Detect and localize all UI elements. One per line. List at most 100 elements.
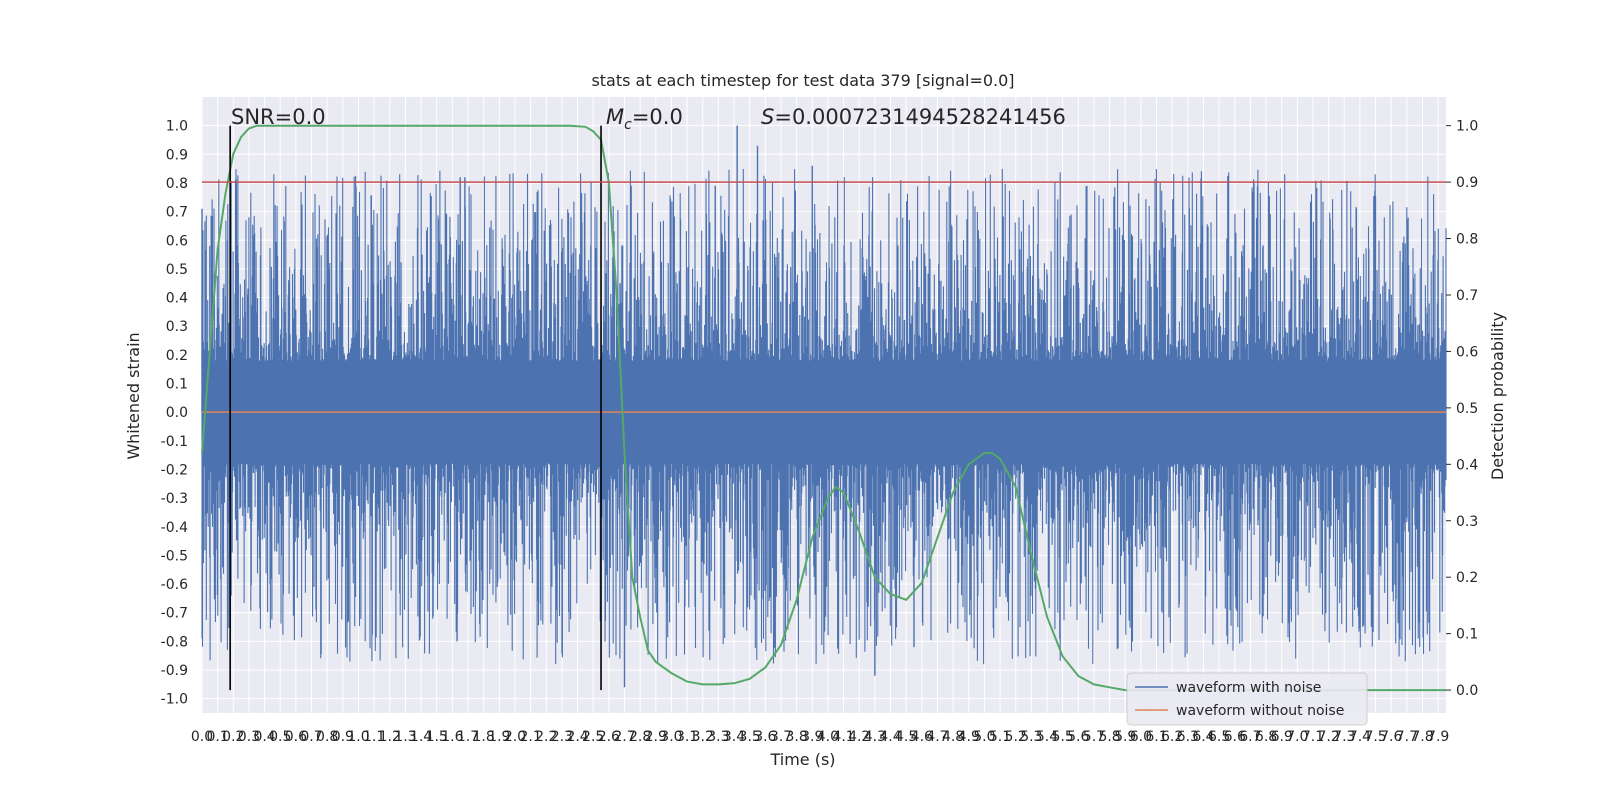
chart-title: stats at each timestep for test data 379…	[591, 71, 1014, 90]
x-axis-label: Time (s)	[769, 750, 835, 769]
legend-entry-waveform-with-noise: waveform with noise	[1176, 680, 1321, 696]
y-tick-label: -0.9	[161, 663, 188, 679]
x-tick-label: 7.6	[1380, 729, 1402, 745]
y-tick-label: 0.2	[166, 348, 188, 364]
x-tick-label: 1.8	[473, 729, 495, 745]
y-tick-label: -0.2	[161, 462, 188, 478]
y-tick-label: -0.8	[161, 634, 188, 650]
y-tick-label: 0.3	[166, 319, 188, 335]
y-tick-label: 0.9	[166, 147, 188, 163]
x-tick-label: 1.0	[347, 729, 369, 745]
x-tick-label: 3.0	[660, 729, 682, 745]
x-tick-label: 6.2	[1161, 729, 1183, 745]
x-tick-label: 0.2	[222, 729, 244, 745]
x-tick-label: 2.3	[551, 729, 573, 745]
x-tick-label: 7.3	[1333, 729, 1355, 745]
y2-tick-label: 1.0	[1456, 119, 1478, 135]
x-tick-label: 0.0	[191, 729, 213, 745]
x-tick-label: 3.6	[754, 729, 776, 745]
x-tick-label: 5.4	[1036, 729, 1058, 745]
x-tick-label: 4.4	[879, 729, 901, 745]
y2-tick-label: 0.6	[1456, 344, 1478, 360]
x-tick-label: 0.6	[285, 729, 307, 745]
y-tick-label: 0.8	[166, 176, 188, 192]
s-value: =0.0007231494528241456	[774, 105, 1066, 129]
y2-tick-label: 0.9	[1456, 175, 1478, 191]
x-tick-label: 4.2	[848, 729, 870, 745]
x-tick-label: 2.9	[645, 729, 667, 745]
y-tick-label: -0.7	[161, 606, 188, 622]
x-tick-label: 3.2	[692, 729, 714, 745]
s-annotation: S=0.0007231494528241456	[761, 105, 1066, 129]
chirp-mass-symbol: M	[606, 105, 624, 129]
x-tick-label: 5.1	[989, 729, 1011, 745]
y2-tick-label: 0.5	[1456, 401, 1478, 417]
x-tick-label: 2.1	[519, 729, 541, 745]
x-tick-label: 2.7	[613, 729, 635, 745]
y-tick-label: -0.4	[161, 520, 188, 536]
series-detection-probability	[201, 124, 1446, 692]
chirp-mass-annotation: Mc=0.0	[606, 105, 683, 133]
x-tick-label: 3.7	[770, 729, 792, 745]
x-tick-label: 4.3	[864, 729, 886, 745]
x-tick-label: 0.5	[269, 729, 291, 745]
x-tick-label: 3.4	[723, 729, 745, 745]
x-tick-label: 0.8	[316, 729, 338, 745]
y2-axis-label: Detection probability	[1488, 312, 1507, 480]
series-waveform-with-noise	[201, 125, 1447, 688]
x-tick-label: 3.8	[785, 729, 807, 745]
reference-lines	[202, 125, 1446, 691]
x-tick-label: 0.1	[207, 729, 229, 745]
detection-probability-line	[201, 124, 1446, 692]
x-tick-label: 7.2	[1318, 729, 1340, 745]
chirp-mass-value: =0.0	[632, 105, 683, 129]
y2-tick-label: 0.0	[1456, 683, 1478, 699]
x-tick-label: 7.4	[1349, 729, 1371, 745]
y-tick-label: -0.1	[161, 434, 188, 450]
x-tick-label: 5.0	[973, 729, 995, 745]
y-tick-label: -1.0	[161, 692, 188, 708]
snr-annotation: SNR=0.0	[231, 105, 326, 129]
x-tick-label: 5.5	[1051, 729, 1073, 745]
x-tick-label: 2.5	[582, 729, 604, 745]
x-tick-label: 7.8	[1411, 729, 1433, 745]
x-tick-label: 3.9	[801, 729, 823, 745]
x-tick-label: 6.1	[1145, 729, 1167, 745]
x-tick-label: 0.7	[300, 729, 322, 745]
plot-axes	[201, 97, 1447, 713]
x-tick-label: 1.5	[426, 729, 448, 745]
x-tick-label: 2.0	[504, 729, 526, 745]
x-tick-label: 6.9	[1271, 729, 1293, 745]
y-axis-label: Whitened strain	[124, 332, 143, 459]
x-tick-label: 5.8	[1098, 729, 1120, 745]
x-tick-label: 2.8	[629, 729, 651, 745]
x-tick-label: 4.0	[817, 729, 839, 745]
y-tick-label: 0.1	[166, 377, 188, 393]
x-tick-label: 1.2	[379, 729, 401, 745]
x-tick-label: 5.7	[1083, 729, 1105, 745]
x-tick-label: 6.4	[1192, 729, 1214, 745]
x-tick-label: 2.4	[566, 729, 588, 745]
x-tick-label: 4.8	[942, 729, 964, 745]
x-tick-label: 1.6	[441, 729, 463, 745]
x-tick-label: 2.2	[535, 729, 557, 745]
x-tick-label: 4.7	[926, 729, 948, 745]
x-tick-label: 3.1	[676, 729, 698, 745]
x-tick-label: 7.9	[1427, 729, 1449, 745]
x-tick-label: 0.4	[253, 729, 275, 745]
x-tick-label: 6.7	[1239, 729, 1261, 745]
x-tick-label: 6.5	[1208, 729, 1230, 745]
y2-tick-labels: 0.0 0.1 0.2 0.3 0.4 0.5 0.6 0.7 0.8 0.9 1.0	[1446, 119, 1478, 699]
y2-tick-label: 0.7	[1456, 288, 1478, 304]
y-tick-label: 0.4	[166, 291, 188, 307]
y2-tick-label: 0.8	[1456, 232, 1478, 248]
x-tick-label: 4.5	[895, 729, 917, 745]
x-tick-label: 6.3	[1177, 729, 1199, 745]
x-tick-label: 7.0	[1286, 729, 1308, 745]
y2-tick-label: 0.1	[1456, 627, 1478, 643]
x-tick-label: 1.1	[363, 729, 385, 745]
legend-frame	[1126, 672, 1368, 726]
x-tick-label: 5.6	[1067, 729, 1089, 745]
y-tick-label: 0.5	[166, 262, 188, 278]
